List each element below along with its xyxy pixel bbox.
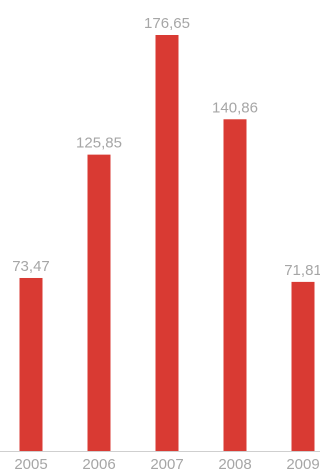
value-label-2008: 140,86 [212, 99, 258, 116]
value-label-2005: 73,47 [12, 258, 50, 275]
value-labels-group: 73,47 125,85 176,65 140,86 71,81 [12, 15, 320, 279]
x-tick-label-2009: 2009 [286, 456, 319, 472]
x-tick-label-2006: 2006 [82, 456, 115, 472]
bar-2005 [19, 277, 43, 451]
bars-group [19, 35, 315, 452]
x-tick-label-2008: 2008 [218, 456, 251, 472]
value-label-2007: 176,65 [144, 15, 190, 32]
bar-2006 [87, 154, 111, 451]
bar-2007 [155, 35, 179, 451]
x-tick-label-2005: 2005 [14, 456, 47, 472]
x-tick-labels-group: 2005 2006 2007 2008 2009 [14, 456, 319, 472]
value-label-2006: 125,85 [76, 135, 122, 152]
bar-2008 [223, 119, 247, 452]
value-label-2009: 71,81 [284, 262, 320, 279]
x-tick-label-2007: 2007 [150, 456, 183, 472]
bar-2009 [291, 281, 315, 451]
